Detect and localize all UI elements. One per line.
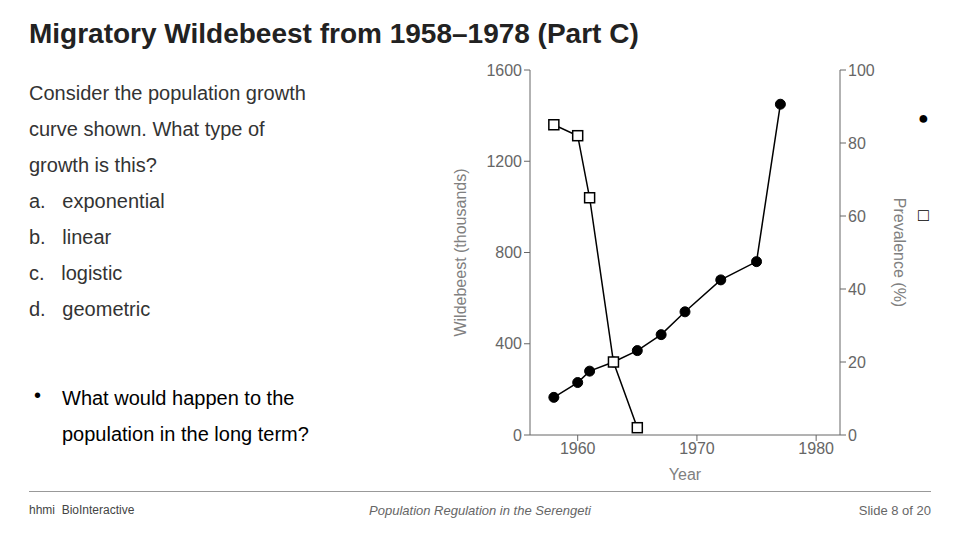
html-text:Population Regulation in the S: Population Regulation in the Serengeti xyxy=(369,503,591,518)
svg-text:1970: 1970 xyxy=(679,440,715,457)
svg-text:0: 0 xyxy=(848,427,857,444)
svg-text:1200: 1200 xyxy=(486,153,522,170)
svg-text:20: 20 xyxy=(848,354,866,371)
html-text:b. linear: b. linear xyxy=(29,226,112,248)
svg-text:100: 100 xyxy=(848,62,875,79)
html-text:What would happen to the: What would happen to the xyxy=(62,387,295,409)
html-text:Migratory Wildebeest from 1958: Migratory Wildebeest from 1958–1978 (Par… xyxy=(29,18,639,49)
html-text:hhmi BioInteractive: hhmi BioInteractive xyxy=(29,503,135,517)
svg-text:1600: 1600 xyxy=(486,62,522,79)
html-text:d. geometric: d. geometric xyxy=(29,298,151,320)
html-text:Slide 8 of 20: Slide 8 of 20 xyxy=(858,503,931,518)
svg-text:400: 400 xyxy=(495,335,522,352)
svg-text:40: 40 xyxy=(848,281,866,298)
svg-text:0: 0 xyxy=(513,427,522,444)
svg-text:80: 80 xyxy=(848,135,866,152)
svg-text:60: 60 xyxy=(848,208,866,225)
html-text:a. exponential: a. exponential xyxy=(29,190,165,212)
svg-text:1960: 1960 xyxy=(560,440,596,457)
html-text:growth is this?: growth is this? xyxy=(29,154,157,176)
html-text:population in the long term?: population in the long term? xyxy=(62,423,309,445)
svg-text:800: 800 xyxy=(495,244,522,261)
svg-text:Prevalence (%): Prevalence (%) xyxy=(891,198,908,307)
svg-text:Year: Year xyxy=(669,466,702,483)
html-text:curve shown. What type of: curve shown. What type of xyxy=(29,118,265,140)
html-text:Consider the population growth: Consider the population growth xyxy=(29,82,306,104)
svg-text:1980: 1980 xyxy=(798,440,834,457)
svg-text:Wildebeest (thousands): Wildebeest (thousands) xyxy=(452,168,469,336)
html-text:c. logistic: c. logistic xyxy=(29,262,123,284)
